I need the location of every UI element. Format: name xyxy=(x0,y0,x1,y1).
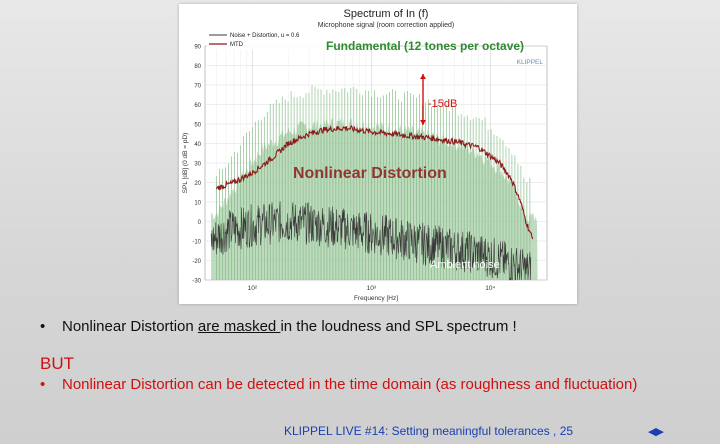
y-tick-label: 40 xyxy=(194,142,201,148)
annotation-ambient: Ambient noise xyxy=(430,259,500,271)
spectrum-chart-figure: Spectrum of In (f) Microphone signal (roo… xyxy=(179,4,577,304)
x-axis-label: Frequency [Hz] xyxy=(354,295,398,302)
y-tick-label: 0 xyxy=(198,220,202,226)
y-axis-label: SPL [dB] (0 dB = pD) xyxy=(182,133,189,194)
x-tick-label: 10⁴ xyxy=(485,285,495,292)
y-tick-label: 60 xyxy=(194,103,201,109)
next-slide-icon[interactable]: ▶ xyxy=(655,426,664,438)
bullet-time-domain: • Nonlinear Distortion can be detected in… xyxy=(40,376,637,393)
y-tick-label: 10 xyxy=(194,201,201,207)
bullet1-text-pre: Nonlinear Distortion xyxy=(62,318,198,335)
chart-title: Spectrum of In (f) xyxy=(344,8,429,20)
ambient-noise-series xyxy=(210,201,532,281)
annotation-fundamental: Fundamental (12 tones per octave) xyxy=(326,39,524,53)
slide-navigation: ◀▶ xyxy=(648,425,664,438)
bullet-marker: • xyxy=(40,318,46,335)
y-tick-label: 70 xyxy=(194,84,201,90)
y-tick-label: 30 xyxy=(194,162,201,168)
legend-label-mtd: MTD xyxy=(230,42,244,48)
annotation-nonlinear: Nonlinear Distortion xyxy=(293,165,447,182)
y-tick-label: 50 xyxy=(194,123,201,129)
klippel-brand: KLIPPEL xyxy=(517,59,544,66)
bullet-masked: • Nonlinear Distortion are masked in the … xyxy=(40,318,517,335)
y-tick-label: 90 xyxy=(194,45,201,51)
x-tick-label: 10² xyxy=(248,285,258,292)
delta-arrow-head-top xyxy=(420,74,426,79)
chart-subtitle: Microphone signal (room correction appli… xyxy=(318,22,455,29)
legend-box xyxy=(207,30,327,50)
bullet1-underlined: are masked xyxy=(197,318,281,335)
y-tick-label: 20 xyxy=(194,181,201,187)
spectrum-chart: Spectrum of In (f) Microphone signal (roo… xyxy=(182,8,548,302)
y-tick-label: 80 xyxy=(194,64,201,70)
bullet2-text: Nonlinear Distortion can be detected in … xyxy=(62,376,638,393)
y-tick-label: -30 xyxy=(192,279,201,285)
bullet1-text-post: in the loudness and SPL spectrum ! xyxy=(280,318,517,335)
y-tick-label: -20 xyxy=(192,259,201,265)
bullet-marker: • xyxy=(40,376,46,393)
legend-label-noise: Noise + Distortion, u = 0.6 xyxy=(230,33,300,39)
distortion-fill xyxy=(211,117,538,280)
y-tick-label: -10 xyxy=(192,240,201,246)
slide-footer: KLIPPEL LIVE #14: Setting meaningful tol… xyxy=(284,424,574,438)
annotation-delta: -15dB xyxy=(428,98,457,110)
x-tick-label: 10³ xyxy=(367,285,377,292)
prev-slide-icon[interactable]: ◀ xyxy=(648,426,657,438)
delta-arrow-head-bottom xyxy=(420,120,426,125)
mtd-series xyxy=(215,124,534,240)
but-heading: BUT xyxy=(40,354,74,373)
